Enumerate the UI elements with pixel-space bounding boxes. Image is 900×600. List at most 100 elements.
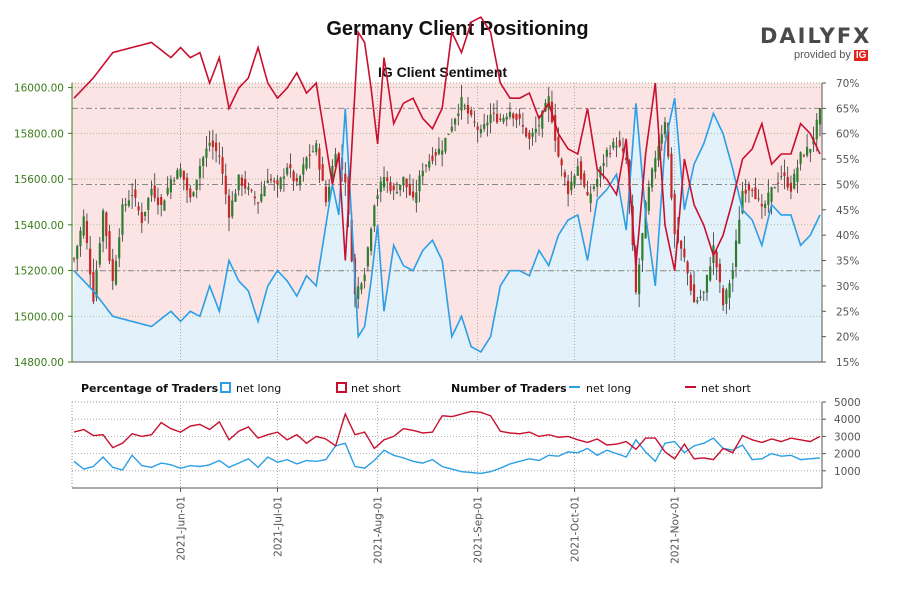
candle-body — [508, 111, 512, 118]
price-tick-label: 15000.00 — [14, 311, 64, 323]
candle-body — [234, 193, 237, 202]
price-tick-label: 15200.00 — [14, 266, 64, 278]
candle-body — [499, 118, 502, 120]
candle-body — [282, 176, 286, 179]
candle-body — [515, 114, 518, 120]
candle-body — [799, 152, 802, 165]
candle-body — [473, 121, 476, 123]
pct-tick-label: 35% — [836, 256, 859, 268]
candle-body — [418, 175, 421, 192]
candle-body — [382, 177, 386, 188]
candle-body — [570, 181, 573, 191]
candle-body — [554, 114, 557, 141]
candle-body — [405, 178, 408, 188]
candle-body — [311, 151, 315, 153]
candle-body — [815, 119, 818, 140]
candle-body — [302, 164, 305, 175]
candle-body — [163, 200, 166, 211]
candle-body — [615, 145, 618, 148]
legend-num-title: Number of Traders — [451, 382, 567, 395]
candle-body — [818, 108, 822, 125]
candle-body — [796, 167, 799, 182]
candle-body — [618, 140, 621, 146]
candle-body — [696, 300, 699, 303]
date-tick-label: 2021-Oct-01 — [570, 496, 582, 562]
candle-body — [786, 176, 789, 188]
candle-body — [447, 133, 450, 135]
candle-body — [279, 177, 282, 190]
candle-body — [308, 154, 311, 156]
net-long-fill-area — [72, 98, 822, 362]
candle-body — [315, 143, 318, 153]
brand-main: DAILY — [760, 24, 837, 48]
candle-body — [557, 136, 560, 157]
candle-body — [431, 155, 434, 161]
pct-tick-label: 70% — [836, 78, 859, 90]
candle-body — [747, 184, 751, 191]
candle-body — [667, 122, 670, 157]
candle-body — [647, 186, 650, 211]
candle-body — [253, 196, 256, 199]
candle-body — [363, 274, 366, 282]
candle-body — [770, 187, 773, 202]
candle-body — [702, 292, 705, 294]
candle-body — [780, 175, 783, 177]
candle-body — [389, 182, 392, 192]
candle-body — [592, 186, 596, 189]
candle-body — [357, 286, 360, 299]
candle-body — [328, 186, 331, 202]
candle-body — [589, 193, 592, 204]
net-long-pct-line — [73, 98, 821, 353]
chart-subtitle: IG Client Sentiment — [377, 64, 508, 80]
candle-body — [324, 186, 327, 203]
candle-body — [373, 205, 376, 227]
net-short-pct-line — [73, 16, 821, 271]
candle-body — [95, 269, 98, 298]
candle-body — [528, 132, 531, 139]
candle-body — [583, 173, 586, 187]
candle-body — [85, 221, 89, 243]
pct-tick-label: 15% — [836, 357, 859, 369]
candle-body — [660, 134, 663, 144]
price-tick-label: 15400.00 — [14, 220, 64, 232]
candle-body — [744, 189, 747, 194]
candle-body — [728, 283, 731, 298]
legend-num-long-label: net long — [586, 382, 631, 395]
candle-body — [705, 274, 709, 293]
candle-body — [108, 231, 111, 261]
price-tick-label: 15800.00 — [14, 128, 64, 140]
candle-body — [576, 166, 579, 176]
candle-body — [673, 193, 676, 235]
candle-body — [89, 248, 92, 275]
candle-body — [608, 153, 612, 155]
candle-body — [266, 180, 269, 184]
candle-body — [670, 153, 673, 199]
candle-body — [495, 113, 499, 123]
candle-body — [295, 178, 298, 182]
candle-body — [286, 167, 289, 175]
candle-body — [453, 118, 457, 125]
candle-body — [463, 105, 466, 107]
count-tick-label: 4000 — [834, 414, 861, 426]
brand-accent: FX — [836, 24, 872, 48]
candle-body — [237, 174, 240, 191]
brand-sub-text: provided by — [794, 49, 851, 61]
candle-body — [625, 157, 628, 161]
candle-body — [240, 177, 244, 186]
candle-body — [408, 184, 411, 195]
candle-body — [121, 204, 124, 235]
candle-body — [166, 187, 169, 195]
candle-body — [395, 192, 399, 194]
candle-body — [370, 228, 373, 251]
legend-pct-short-swatch — [336, 382, 347, 393]
candle-body — [402, 176, 405, 186]
candle-body — [224, 175, 227, 195]
count-tick-label: 3000 — [834, 431, 861, 443]
candle-body — [492, 112, 495, 114]
candle-body — [114, 261, 118, 285]
dailyfx-logo[interactable]: DAILYFX provided by IG — [760, 24, 870, 61]
candle-body — [641, 233, 644, 261]
candle-body — [502, 117, 505, 122]
candle-body — [586, 192, 589, 196]
count-tick-label: 1000 — [834, 466, 861, 478]
